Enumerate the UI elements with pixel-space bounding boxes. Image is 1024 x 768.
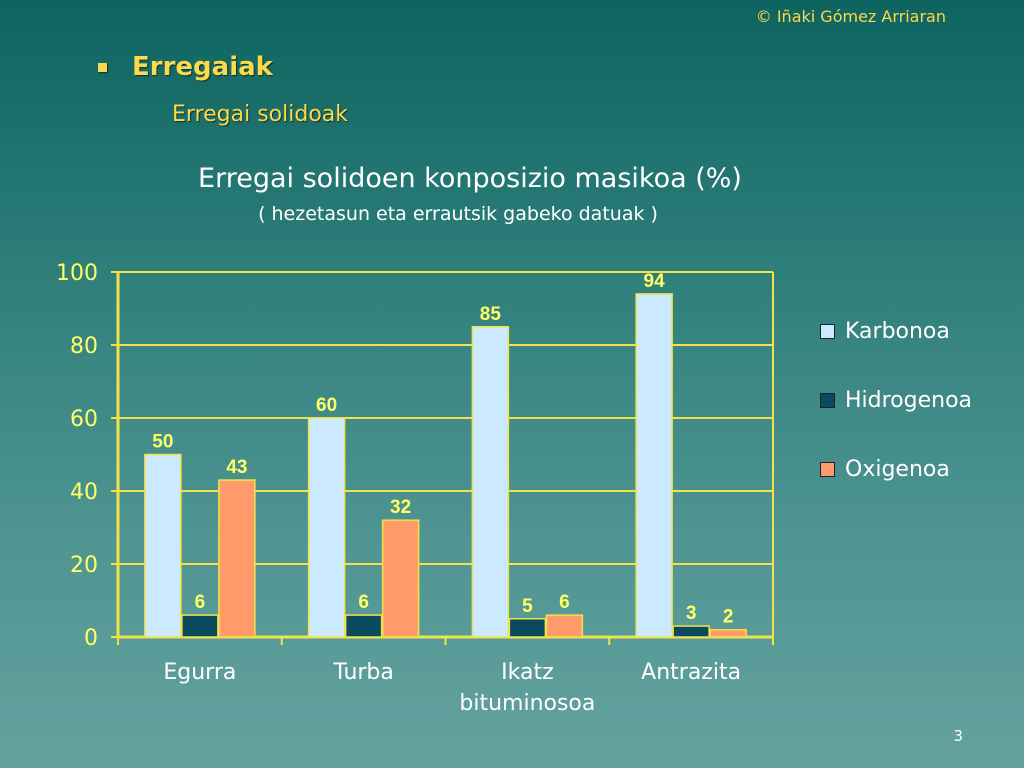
chart-legend: Karbonoa Hidrogenoa Oxigenoa [820, 316, 972, 523]
bar-oxigenoa-ikatz-bituminosoa [545, 614, 584, 638]
x-tick-label-egurra: Egurra [163, 660, 236, 685]
y-tick-label-20: 20 [70, 553, 98, 578]
x-tick-label-turba: Turba [332, 660, 394, 685]
bar-hidrogenoa-ikatz-bituminosoa [508, 618, 547, 638]
bar-karbonoa-egurra [144, 453, 182, 638]
y-tick-label-100: 100 [56, 261, 98, 286]
y-tick-label-0: 0 [84, 626, 98, 651]
data-label-karbonoa-antrazita: 94 [644, 271, 666, 292]
copyright-text: © Iñaki Gómez Arriaran [755, 7, 946, 26]
page-number: 3 [953, 727, 963, 745]
slide-subheading: Erregai solidoak [172, 102, 348, 127]
x-tick-label-ikatz-bituminosoa-line1: Ikatz [501, 660, 554, 685]
data-label-oxigenoa-turba: 32 [390, 497, 411, 518]
data-label-oxigenoa-antrazita: 2 [723, 607, 734, 628]
bullet-square-icon [98, 62, 107, 72]
y-tick-label-60: 60 [70, 407, 98, 432]
bar-oxigenoa-antrazita [709, 628, 747, 638]
chart-title: Erregai solidoen konposizio masikoa (%) [198, 163, 742, 194]
data-label-hidrogenoa-ikatz-bituminosoa: 5 [522, 596, 533, 617]
bar-oxigenoa-turba [381, 519, 420, 638]
data-label-hidrogenoa-turba: 6 [358, 592, 369, 613]
data-label-karbonoa-egurra: 50 [152, 432, 173, 453]
y-tick-label-40: 40 [70, 480, 98, 505]
bar-oxigenoa-egurra [218, 479, 256, 638]
bar-karbonoa-turba [307, 417, 346, 638]
slide-heading: Erregaiak [132, 52, 273, 82]
legend-label-karbonoa: Karbonoa [845, 318, 950, 344]
bar-hidrogenoa-antrazita [672, 625, 710, 638]
legend-item-oxigenoa: Oxigenoa [820, 454, 972, 484]
chart-subtitle: ( hezetasun eta errautsik gabeko datuak … [258, 203, 658, 225]
bar-hidrogenoa-turba [344, 614, 383, 638]
bar-karbonoa-antrazita [635, 293, 673, 638]
bar-hidrogenoa-egurra [181, 614, 219, 638]
bar-karbonoa-ikatz-bituminosoa [471, 326, 510, 638]
slide-heading-row: Erregaiak [98, 52, 273, 82]
legend-item-hidrogenoa: Hidrogenoa [820, 385, 972, 415]
legend-swatch-hidrogenoa [820, 392, 835, 408]
x-tick-label-antrazita: Antrazita [641, 660, 741, 685]
legend-label-oxigenoa: Oxigenoa [845, 456, 950, 482]
data-label-oxigenoa-ikatz-bituminosoa: 6 [559, 592, 570, 613]
data-label-hidrogenoa-egurra: 6 [195, 592, 206, 613]
data-label-karbonoa-turba: 60 [316, 395, 337, 416]
data-label-hidrogenoa-antrazita: 3 [686, 603, 697, 624]
x-tick-label-ikatz-bituminosoa-line2: bituminosoa [459, 691, 595, 716]
data-label-karbonoa-ikatz-bituminosoa: 85 [480, 304, 502, 325]
legend-swatch-oxigenoa [820, 461, 835, 477]
y-tick-label-80: 80 [70, 334, 98, 359]
data-label-oxigenoa-egurra: 43 [226, 457, 247, 478]
legend-swatch-karbonoa [820, 323, 835, 339]
legend-item-karbonoa: Karbonoa [820, 316, 972, 346]
legend-label-hidrogenoa: Hidrogenoa [845, 387, 973, 413]
